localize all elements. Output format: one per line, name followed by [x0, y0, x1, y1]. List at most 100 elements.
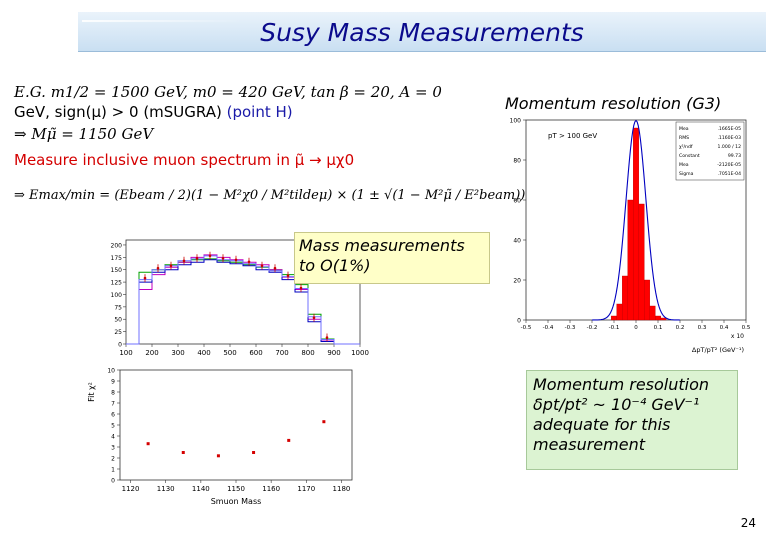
hist-bar — [616, 303, 623, 321]
hist-bar — [644, 279, 650, 321]
hist-bar — [638, 203, 645, 321]
physics-line-3: ⇒ Mμ̃ = 1150 GeV — [14, 125, 154, 143]
hist-y-tick-label: 0 — [517, 318, 521, 325]
hist-stats-label: χ²/ndf — [679, 144, 693, 150]
hist-stats-value: -2120E-05 — [717, 162, 741, 168]
hist-x-tick-label: 0.2 — [676, 325, 685, 331]
hist-bar — [660, 317, 667, 321]
hist-stats-value: 99.73 — [728, 153, 741, 159]
hist-x-tick-label: -0.3 — [565, 325, 576, 331]
spectrum-x-tick-label: 600 — [249, 349, 262, 357]
hist-bar — [655, 315, 661, 321]
spectrum-x-tick-label: 400 — [197, 349, 210, 357]
hist-y-tick-label: 40 — [513, 238, 521, 245]
chi2-data-point — [146, 442, 150, 446]
hist-stats-value: .1665E-05 — [717, 126, 741, 132]
hist-x-multiplier: x 10 — [731, 333, 744, 340]
chi2-x-tick-label: 1120 — [122, 485, 140, 493]
hist-bar — [633, 127, 639, 321]
hist-stats-label: Constant — [679, 153, 700, 159]
spectrum-data-point — [286, 274, 290, 277]
spectrum-x-tick-label: 700 — [275, 349, 288, 357]
mass-box-line-2: to O(1%) — [299, 256, 371, 275]
resolution-line-3: adequate for this — [533, 415, 671, 434]
chi2-x-tick-label: 1160 — [262, 485, 280, 493]
spectrum-data-point — [169, 264, 173, 268]
spectrum-data-point — [143, 276, 147, 280]
hist-y-tick-label: 20 — [513, 278, 521, 285]
fit-chi2-chart: 0 1 2 3 4 5 6 7 8 9 10 1120 1130 1140 1150 1160 1170 1180… — [87, 368, 353, 506]
momentum-resolution-histogram: 0 20 40 60 80 100 -0.5 -0.4 -0.3 -0.2 -0.1 0 0.1 0.2 0… — [510, 118, 751, 355]
spectrum-data-point — [221, 256, 225, 260]
spectrum-y-tick-label: 150 — [111, 267, 123, 274]
hist-x-tick-label: 0 — [634, 325, 638, 331]
chi2-y-tick-label: 3 — [111, 445, 115, 452]
hist-x-tick-label: -0.4 — [543, 325, 554, 331]
chi2-frame — [119, 369, 353, 481]
physics-line-2: GeV, sign(μ) > 0 (mSUGRA) (point H) — [14, 102, 293, 122]
title-bar: Susy Mass Measurements — [78, 12, 766, 52]
spectrum-x-tick-label: 200 — [145, 349, 158, 357]
chi2-data-point — [322, 420, 326, 424]
spectrum-y-tick-label: 200 — [111, 242, 123, 249]
hist-x-tick-label: 0.4 — [720, 325, 729, 331]
hist-x-tick-label: 0.5 — [742, 325, 751, 331]
hist-x-tick-label: 0.3 — [698, 325, 707, 331]
spectrum-y-tick-label: 125 — [111, 280, 123, 287]
hist-stats-label: RMS — [679, 135, 689, 141]
point-h-label: (point H) — [226, 103, 293, 121]
spectrum-y-tick-label: 50 — [114, 317, 122, 324]
spectrum-y-tick-label: 100 — [111, 292, 123, 299]
chi2-data-point — [287, 438, 291, 442]
spectrum-y-tick-label: 175 — [111, 255, 123, 262]
spectrum-y-tick-label: 0 — [118, 342, 122, 349]
spectrum-data-point — [260, 264, 264, 268]
spectrum-x-tick-label: 1000 — [351, 349, 369, 357]
physics-line-5: ⇒ Emax/min = (Ebeam / 2)(1 − M²χ0 / M²ti… — [14, 188, 526, 203]
hist-x-axis-label: ΔpT/pT² (GeV⁻¹) — [692, 346, 744, 354]
chi2-y-tick-label: 4 — [111, 434, 115, 441]
hist-y-tick-label: 100 — [510, 118, 522, 125]
hist-x-tick-label: -0.1 — [609, 325, 620, 331]
chi2-y-tick-label: 0 — [111, 478, 115, 485]
mass-measurement-box: Mass measurements to O(1%) — [294, 232, 490, 284]
hist-stats-label: Mea — [679, 162, 689, 168]
spectrum-data-point — [312, 316, 316, 320]
chi2-y-tick-label: 10 — [107, 368, 115, 375]
spectrum-series-line — [126, 255, 360, 345]
hist-stats-value: .7051E-04 — [717, 171, 741, 177]
chi2-y-tick-label: 9 — [111, 379, 115, 386]
chi2-data-point — [216, 454, 220, 458]
chi2-x-tick-label: 1180 — [333, 485, 351, 493]
chi2-y-tick-label: 5 — [111, 423, 115, 430]
hist-bar — [627, 199, 634, 321]
chi2-y-tick-label: 1 — [111, 467, 115, 474]
page-number: 24 — [740, 516, 756, 530]
hist-x-tick-label: 0.1 — [654, 325, 663, 331]
hist-y-tick-label: 80 — [513, 158, 521, 165]
physics-line-4: Measure inclusive muon spectrum in μ̃ → … — [14, 151, 355, 169]
spectrum-data-point — [325, 336, 329, 339]
spectrum-data-point — [273, 266, 277, 270]
page-title: Susy Mass Measurements — [260, 18, 584, 47]
spectrum-data-point — [234, 258, 238, 262]
spectrum-x-tick-label: 800 — [301, 349, 314, 357]
momentum-resolution-label: Momentum resolution (G3) — [505, 94, 722, 113]
hist-stats-box — [675, 121, 745, 181]
hist-stats-label: Sigma — [679, 171, 694, 177]
spectrum-data-point — [156, 266, 160, 270]
chi2-x-tick-label: 1130 — [157, 485, 175, 493]
chi2-x-tick-label: 1170 — [297, 485, 315, 493]
hist-y-tick-label: 60 — [513, 198, 521, 205]
chi2-y-axis-label: Fit χ² — [87, 382, 96, 402]
chi2-x-tick-label: 1140 — [192, 485, 210, 493]
mass-box-line-1: Mass measurements — [299, 236, 465, 255]
spectrum-x-tick-label: 500 — [223, 349, 236, 357]
resolution-line-2: δpt/pt² ~ 10⁻⁴ GeV⁻¹ — [533, 395, 700, 414]
resolution-line-4: measurement — [533, 435, 645, 454]
hist-fit-curve — [591, 119, 681, 321]
hist-bar — [622, 275, 628, 321]
hist-bar — [611, 315, 617, 321]
physics-line-2-a: GeV, sign(μ) > 0 (mSUGRA) — [14, 103, 227, 121]
resolution-box: Momentum resolution δpt/pt² ~ 10⁻⁴ GeV⁻¹… — [526, 370, 738, 470]
